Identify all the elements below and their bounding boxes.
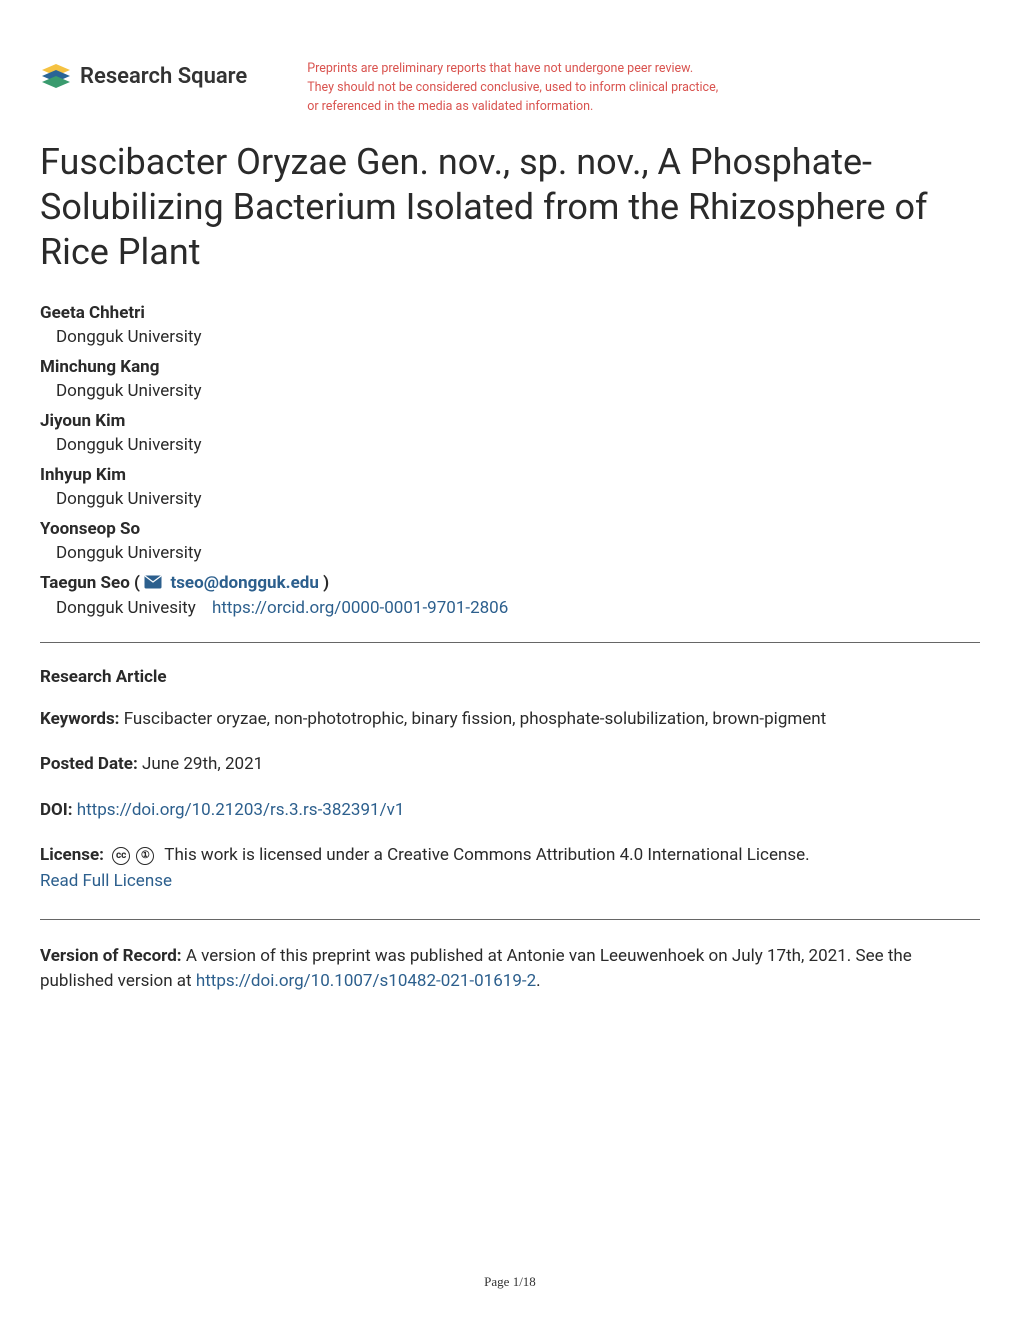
author-affiliation: Dongguk University (56, 327, 980, 347)
author-name: Geeta Chhetri (40, 303, 980, 323)
version-label: Version of Record: (40, 946, 182, 966)
version-of-record-line: Version of Record: A version of this pre… (40, 944, 980, 995)
license-text: This work is licensed under a Creative C… (164, 846, 809, 866)
author-block: Minchung Kang Dongguk University (40, 357, 980, 401)
paren-open: ( (134, 573, 144, 593)
cc-by-icon: ① (136, 847, 154, 865)
corresponding-email-link[interactable]: tseo@dongguk.edu (170, 573, 318, 593)
posted-date-text: June 29th, 2021 (142, 754, 263, 774)
author-affiliation: Dongguk University (56, 435, 980, 455)
keywords-label: Keywords: (40, 709, 119, 729)
version-period: . (536, 971, 540, 991)
author-name: Inhyup Kim (40, 465, 980, 485)
email-icon (144, 574, 162, 594)
paren-close: ) (323, 573, 329, 593)
affiliation-text: Dongguk Univesity (56, 598, 196, 618)
doi-link[interactable]: https://doi.org/10.21203/rs.3.rs-382391/… (77, 800, 405, 820)
author-affiliation: Dongguk University (56, 489, 980, 509)
logo-text: Research Square (80, 64, 247, 89)
posted-date-label: Posted Date: (40, 754, 138, 774)
version-link[interactable]: https://doi.org/10.1007/s10482-021-01619… (196, 971, 536, 991)
doi-label: DOI: (40, 800, 73, 820)
disclaimer-line: They should not be considered conclusive… (307, 79, 718, 98)
disclaimer-line: or referenced in the media as validated … (307, 98, 718, 117)
divider (40, 642, 980, 643)
author-affiliation: Dongguk University (56, 543, 980, 563)
author-name: Jiyoun Kim (40, 411, 980, 431)
authors-list: Geeta Chhetri Dongguk University Minchun… (40, 303, 980, 618)
author-name: Minchung Kang (40, 357, 980, 377)
header-row: Research Square Preprints are preliminar… (40, 60, 980, 116)
cc-icon: cc (112, 847, 130, 865)
keywords-line: Keywords: Fuscibacter oryzae, non-photot… (40, 707, 980, 733)
cc-license-icons: cc ① (112, 843, 156, 869)
orcid-link[interactable]: https://orcid.org/0000-0001-9701-2806 (212, 598, 508, 618)
page-number: Page 1/18 (484, 1274, 536, 1290)
author-block: Geeta Chhetri Dongguk University (40, 303, 980, 347)
author-name-text: Taegun Seo (40, 573, 130, 593)
research-square-logo-icon (40, 60, 72, 92)
preprint-disclaimer: Preprints are preliminary reports that h… (307, 60, 718, 116)
license-line: License: cc ① This work is licensed unde… (40, 843, 980, 894)
paper-title: Fuscibacter Oryzae Gen. nov., sp. nov., … (40, 140, 980, 275)
author-block: Inhyup Kim Dongguk University (40, 465, 980, 509)
author-name: Yoonseop So (40, 519, 980, 539)
doi-line: DOI: https://doi.org/10.21203/rs.3.rs-38… (40, 798, 980, 824)
corresponding-affiliation: Dongguk Univesity https://orcid.org/0000… (56, 598, 980, 618)
disclaimer-line: Preprints are preliminary reports that h… (307, 60, 718, 79)
posted-date-line: Posted Date: June 29th, 2021 (40, 752, 980, 778)
divider (40, 919, 980, 920)
corresponding-author-block: Taegun Seo ( tseo@dongguk.edu ) Dongguk … (40, 573, 980, 618)
author-block: Yoonseop So Dongguk University (40, 519, 980, 563)
license-label: License: (40, 846, 104, 866)
keywords-text: Fuscibacter oryzae, non-phototrophic, bi… (124, 709, 827, 729)
author-block: Jiyoun Kim Dongguk University (40, 411, 980, 455)
logo-section: Research Square (40, 60, 247, 92)
read-full-license-link[interactable]: Read Full License (40, 871, 172, 891)
author-affiliation: Dongguk University (56, 381, 980, 401)
article-type-label: Research Article (40, 667, 980, 687)
corresponding-author-name: Taegun Seo ( tseo@dongguk.edu ) (40, 573, 980, 594)
